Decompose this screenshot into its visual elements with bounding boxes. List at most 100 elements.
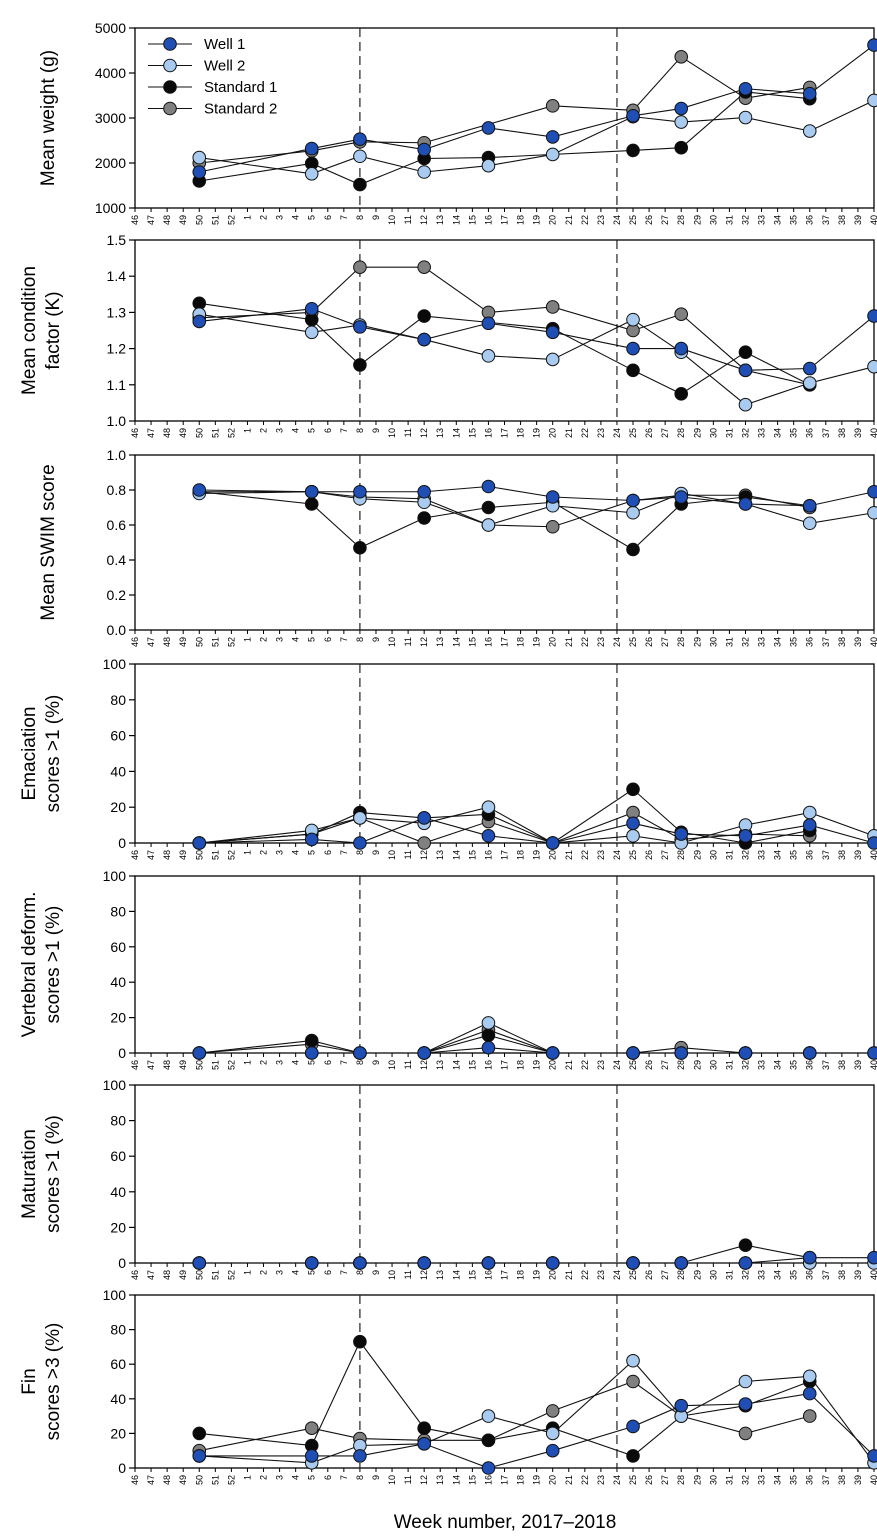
data-point-standard-1 bbox=[481, 500, 496, 515]
x-tick-label: 18 bbox=[516, 1270, 526, 1280]
x-tick-label: 4 bbox=[291, 215, 301, 220]
data-point-well-1 bbox=[674, 101, 689, 116]
series-markers bbox=[192, 1238, 877, 1270]
data-point-well-1 bbox=[626, 341, 640, 356]
data-point-well-1 bbox=[626, 816, 640, 831]
x-tick-label: 32 bbox=[740, 850, 750, 860]
x-tick-label: 11 bbox=[403, 428, 413, 437]
legend-label: Well 2 bbox=[204, 58, 245, 75]
legend-label: Standard 2 bbox=[204, 101, 277, 118]
x-tick-label: 35 bbox=[789, 850, 799, 860]
x-tick-label: 51 bbox=[210, 850, 220, 860]
x-tick-label: 40 bbox=[869, 215, 877, 225]
x-tick-label: 9 bbox=[371, 1475, 381, 1480]
x-tick-label: 24 bbox=[612, 637, 622, 647]
x-tick-label: 40 bbox=[869, 1060, 877, 1070]
data-point-standard-1 bbox=[417, 511, 431, 525]
x-tick-label: 12 bbox=[419, 1060, 429, 1070]
data-point-standard-2 bbox=[304, 1421, 319, 1436]
data-point-well-2 bbox=[353, 811, 367, 825]
x-tick-label: 30 bbox=[708, 637, 718, 647]
data-point-well-1 bbox=[417, 811, 431, 825]
x-tick-label: 3 bbox=[275, 1475, 285, 1480]
x-tick-label: 10 bbox=[387, 1270, 397, 1280]
x-tick-label: 47 bbox=[146, 1270, 156, 1280]
data-point-well-2 bbox=[867, 359, 877, 374]
x-tick-label: 47 bbox=[146, 850, 156, 860]
x-tick-label: 17 bbox=[500, 637, 510, 647]
data-point-well-2 bbox=[192, 150, 207, 165]
data-point-well-1 bbox=[545, 325, 560, 340]
data-point-well-1 bbox=[417, 1256, 431, 1270]
y-tick-label: 60 bbox=[110, 1148, 126, 1164]
data-point-well-2 bbox=[481, 1016, 496, 1030]
x-tick-label: 39 bbox=[853, 428, 863, 438]
y-tick-label: 100 bbox=[103, 1287, 127, 1303]
data-point-well-2 bbox=[738, 397, 753, 412]
data-point-standard-1 bbox=[481, 1433, 496, 1448]
x-tick-label: 34 bbox=[773, 637, 783, 647]
data-point-well-1 bbox=[738, 1397, 753, 1411]
x-tick-label: 27 bbox=[660, 1270, 670, 1280]
x-tick-label: 23 bbox=[596, 215, 606, 225]
x-tick-label: 7 bbox=[339, 215, 349, 220]
data-point-well-1 bbox=[353, 320, 367, 334]
data-point-well-1 bbox=[674, 1256, 689, 1270]
data-point-well-1 bbox=[867, 1449, 877, 1463]
y-tick-label: 80 bbox=[110, 1113, 126, 1129]
data-point-well-2 bbox=[481, 800, 496, 815]
x-tick-label: 32 bbox=[740, 1060, 750, 1070]
x-tick-label: 15 bbox=[467, 637, 477, 647]
chart-panel-3: 0.00.20.40.60.81.046 47 48 49 50 51 52 1 2 3 4 5 6 7 8… bbox=[38, 447, 877, 647]
x-tick-label: 7 bbox=[339, 1060, 349, 1065]
x-tick-label: 18 bbox=[516, 850, 526, 860]
y-tick-label: 100 bbox=[103, 868, 127, 884]
data-point-well-2 bbox=[802, 805, 817, 820]
data-point-well-2 bbox=[738, 1374, 753, 1389]
plot-frame bbox=[134, 454, 875, 631]
y-tick-label: 2000 bbox=[95, 155, 126, 171]
x-tick-label: 35 bbox=[789, 1270, 799, 1280]
series-line-standard-2 bbox=[199, 1380, 810, 1452]
x-tick-label: 20 bbox=[548, 1475, 558, 1485]
x-tick-label: 12 bbox=[419, 1475, 429, 1485]
x-tick-label: 37 bbox=[821, 637, 831, 647]
x-tick-label: 52 bbox=[226, 1270, 236, 1280]
series-markers bbox=[192, 782, 877, 850]
data-point-well-2 bbox=[802, 516, 817, 531]
series-line-well-2 bbox=[199, 1359, 875, 1464]
x-tick-label: 31 bbox=[724, 1060, 734, 1070]
x-tick-label: 51 bbox=[210, 428, 220, 438]
x-tick-label: 12 bbox=[419, 428, 429, 438]
x-tick-label: 35 bbox=[789, 1060, 799, 1070]
data-point-well-1 bbox=[304, 832, 319, 847]
x-tick-label: 7 bbox=[339, 1475, 349, 1480]
data-point-well-1 bbox=[192, 165, 207, 179]
x-tick-label: 3 bbox=[275, 215, 285, 220]
x-tick-label: 9 bbox=[371, 215, 381, 220]
x-tick-label: 27 bbox=[660, 428, 670, 438]
x-tick-label: 12 bbox=[419, 637, 429, 647]
x-tick-label: 12 bbox=[419, 1270, 429, 1280]
x-tick-label: 9 bbox=[371, 1270, 381, 1275]
x-tick-label: 4 bbox=[291, 1475, 301, 1480]
x-tick-label: 31 bbox=[724, 637, 734, 647]
x-tick-label: 30 bbox=[708, 850, 718, 860]
x-tick-label: 21 bbox=[564, 1270, 574, 1280]
y-axis-title: scores >3 (%) bbox=[43, 1323, 64, 1441]
data-point-well-1 bbox=[417, 332, 431, 347]
data-point-well-1 bbox=[545, 1046, 560, 1060]
x-tick-label: 13 bbox=[435, 637, 445, 647]
x-tick-label: 2 bbox=[259, 1060, 269, 1065]
legend-label: Standard 1 bbox=[204, 79, 277, 96]
x-tick-label: 49 bbox=[178, 637, 188, 647]
legend: Well 1 Well 2 Standard 1 Standard 2 bbox=[148, 36, 277, 118]
data-point-well-1 bbox=[738, 81, 753, 96]
y-tick-label: 100 bbox=[103, 1077, 127, 1093]
x-tick-label: 18 bbox=[516, 1060, 526, 1070]
data-point-well-1 bbox=[802, 818, 817, 832]
x-tick-label: 30 bbox=[708, 428, 718, 438]
legend-marker bbox=[163, 58, 177, 73]
x-tick-label: 48 bbox=[162, 215, 172, 225]
x-tick-label: 11 bbox=[403, 1475, 413, 1484]
